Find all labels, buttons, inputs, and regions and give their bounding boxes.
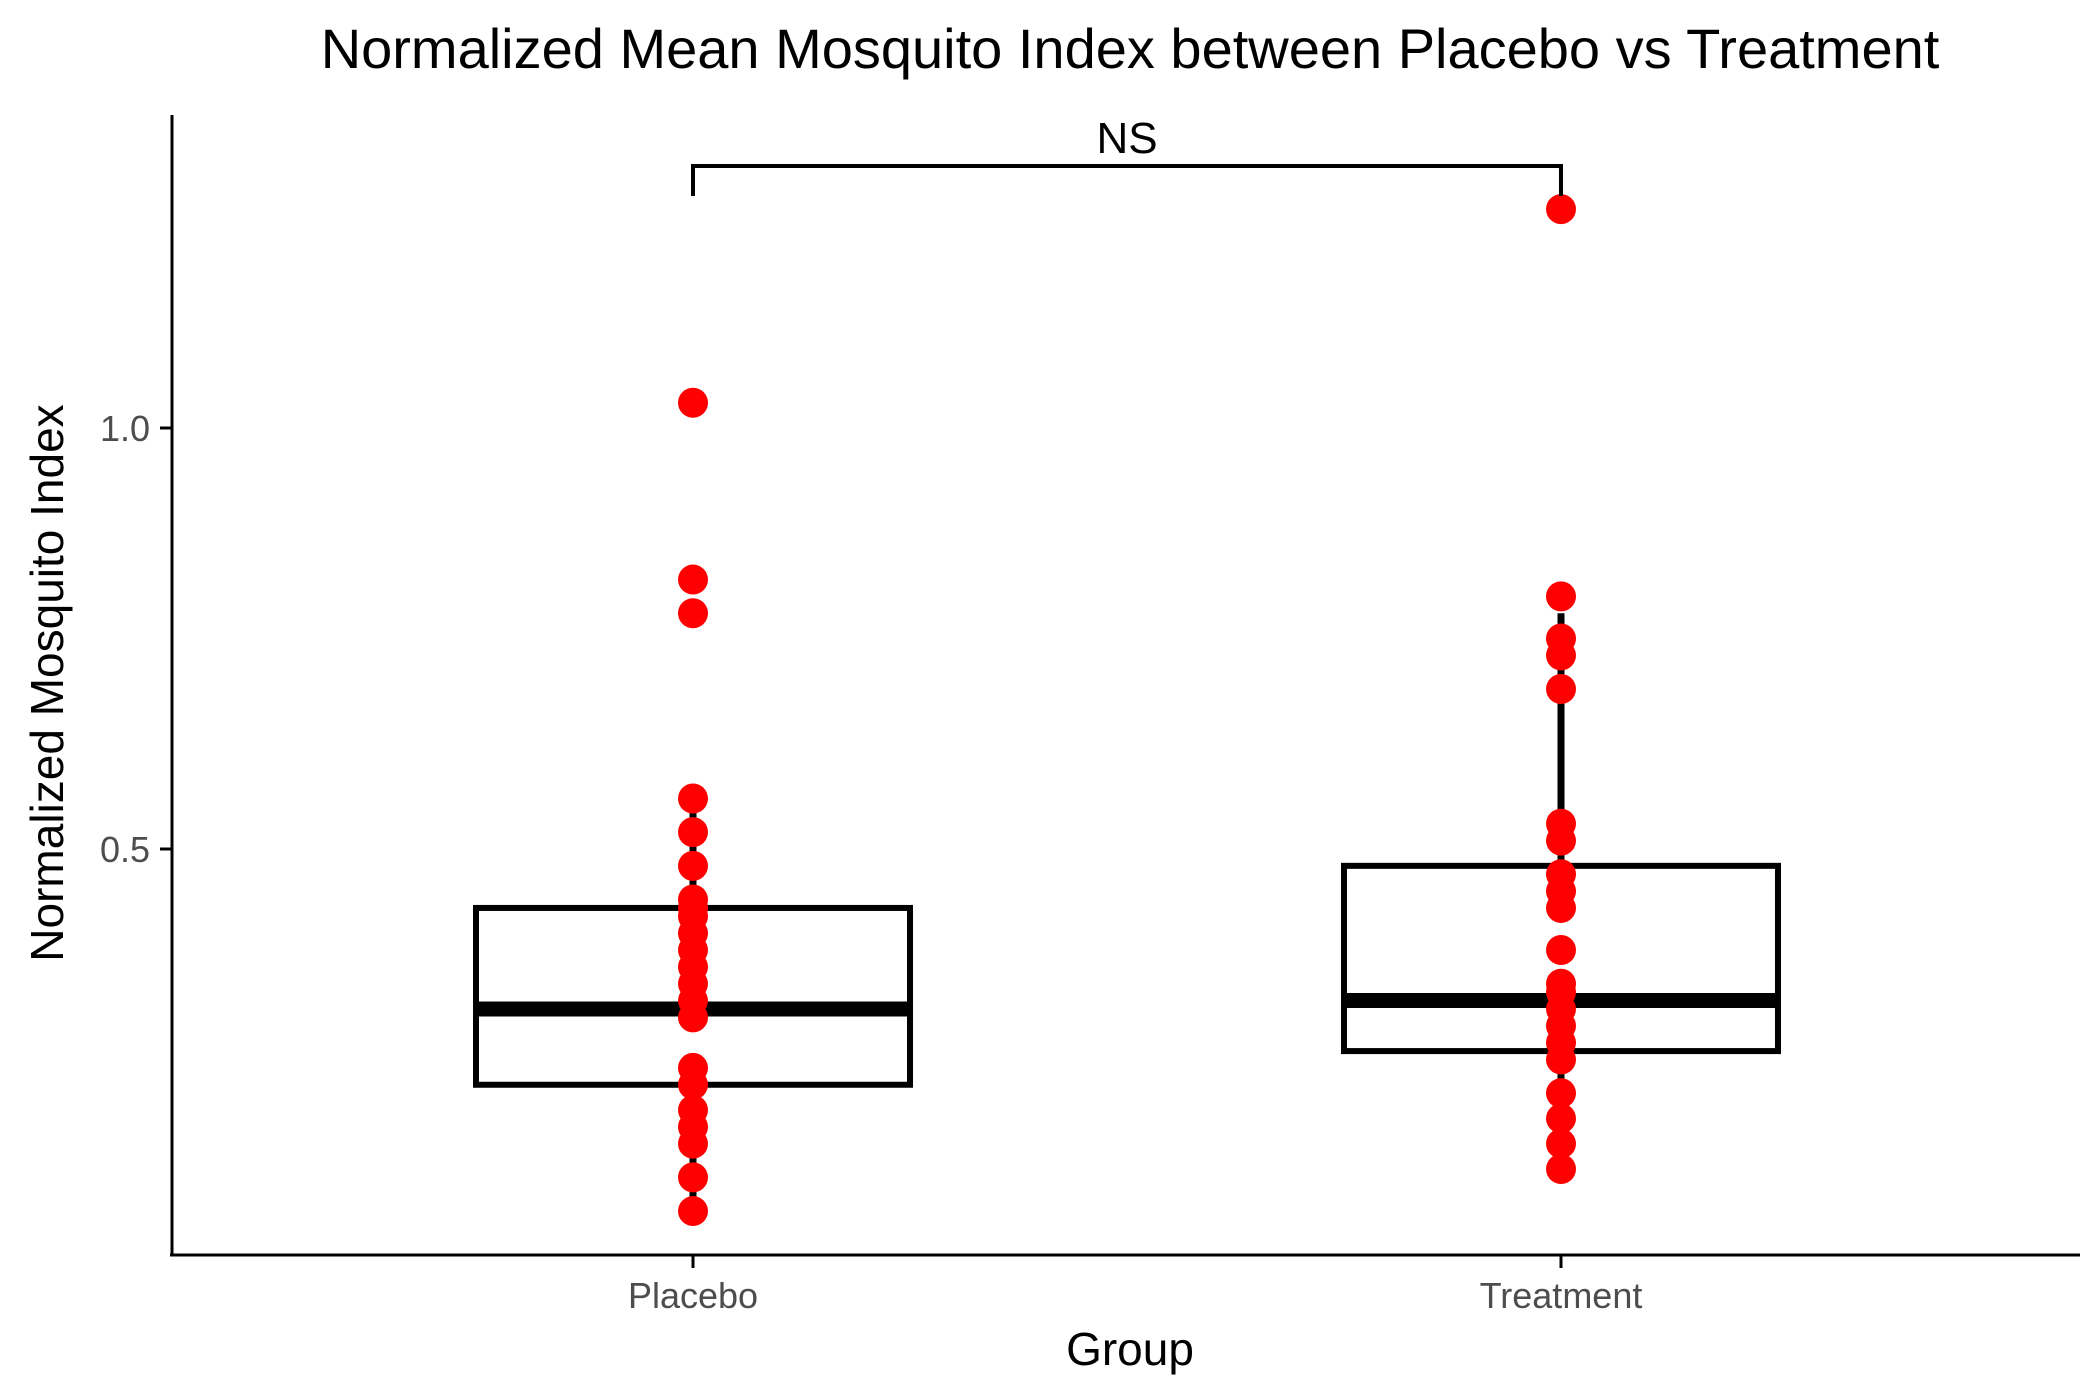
data-point-placebo-21 — [678, 1196, 708, 1227]
data-point-treatment-17 — [1546, 1078, 1576, 1109]
data-point-placebo-14 — [678, 1002, 708, 1033]
x-axis-label: Group — [1066, 1323, 1194, 1375]
plot-area: NS — [473, 114, 1781, 1227]
data-point-placebo-4 — [678, 817, 708, 848]
data-point-placebo-1 — [678, 564, 708, 595]
y-axis-label: Normalized Mosquito Index — [21, 404, 73, 961]
data-point-treatment-6 — [1546, 825, 1576, 856]
y-tick-label: 1.0 — [100, 408, 150, 449]
y-tick-label: 0.5 — [100, 829, 150, 870]
data-point-placebo-20 — [678, 1162, 708, 1193]
significance-bracket — [691, 164, 1563, 196]
significance-label: NS — [1096, 114, 1157, 163]
data-point-placebo-19 — [678, 1128, 708, 1159]
data-point-treatment-19 — [1546, 1128, 1576, 1159]
data-point-treatment-16 — [1546, 1044, 1576, 1075]
data-point-placebo-2 — [678, 598, 708, 629]
data-point-placebo-16 — [678, 1069, 708, 1100]
data-point-treatment-9 — [1546, 892, 1576, 923]
data-point-treatment-3 — [1546, 640, 1576, 671]
data-point-placebo-0 — [678, 387, 708, 418]
data-point-treatment-10 — [1546, 935, 1576, 966]
data-point-treatment-20 — [1546, 1153, 1576, 1184]
data-point-placebo-5 — [678, 850, 708, 881]
axes: 0.5 1.0 Placebo Treatment — [100, 408, 1642, 1316]
x-tick-label-placebo: Placebo — [628, 1275, 758, 1316]
chart-title: Normalized Mean Mosquito Index between P… — [321, 17, 1940, 80]
data-point-treatment-1 — [1546, 581, 1576, 612]
data-point-treatment-4 — [1546, 674, 1576, 705]
data-point-treatment-0 — [1546, 194, 1576, 225]
data-point-treatment-18 — [1546, 1103, 1576, 1134]
data-point-placebo-3 — [678, 783, 708, 814]
x-tick-label-treatment: Treatment — [1480, 1275, 1643, 1316]
